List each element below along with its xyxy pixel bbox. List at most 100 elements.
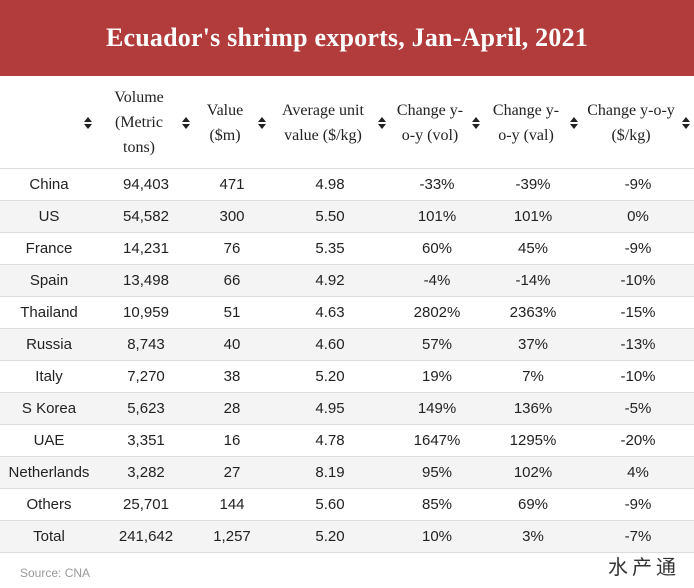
volume-cell: 94,403 (98, 168, 194, 201)
volume-cell: 25,701 (98, 488, 194, 521)
change-val-cell: 3% (484, 520, 582, 553)
country-cell: Italy (0, 360, 98, 393)
change-vol-cell: 19% (390, 360, 484, 393)
change-price-cell: -5% (582, 392, 694, 425)
sort-arrows-icon[interactable] (258, 116, 266, 129)
column-header-label: Average unit value ($/kg) (282, 101, 364, 144)
volume-cell: 3,282 (98, 456, 194, 489)
country-cell: Total (0, 520, 98, 553)
change-price-cell: -15% (582, 296, 694, 329)
change-vol-cell: 10% (390, 520, 484, 553)
country-cell: Spain (0, 264, 98, 297)
change-vol-cell: 95% (390, 456, 484, 489)
column-header-value[interactable]: Value ($m) (194, 78, 270, 169)
value-cell: 28 (194, 392, 270, 425)
source-note: Source: CNA (20, 566, 91, 580)
change-val-cell: -14% (484, 264, 582, 297)
column-header-label: Change y-o-y (vol) (396, 101, 464, 144)
unit-value-cell: 4.78 (270, 424, 390, 457)
volume-cell: 54,582 (98, 200, 194, 233)
volume-cell: 3,351 (98, 424, 194, 457)
change-val-cell: 101% (484, 200, 582, 233)
change-price-cell: -20% (582, 424, 694, 457)
country-cell: Others (0, 488, 98, 521)
value-cell: 27 (194, 456, 270, 489)
unit-value-cell: 4.92 (270, 264, 390, 297)
country-cell: Russia (0, 328, 98, 361)
table-row: Thailand 10,959 51 4.63 2802% 2363% -15% (0, 296, 694, 329)
change-vol-cell: 149% (390, 392, 484, 425)
change-val-cell: 7% (484, 360, 582, 393)
unit-value-cell: 5.60 (270, 488, 390, 521)
sort-arrows-icon[interactable] (472, 116, 480, 129)
change-vol-cell: 2802% (390, 296, 484, 329)
watermark-logo: 水产通 (608, 555, 680, 579)
sort-arrows-icon[interactable] (84, 116, 92, 129)
volume-cell: 8,743 (98, 328, 194, 361)
value-cell: 471 (194, 168, 270, 201)
total-row: Total 241,642 1,257 5.20 10% 3% -7% (0, 520, 694, 553)
table-row: S Korea 5,623 28 4.95 149% 136% -5% (0, 392, 694, 425)
change-vol-cell: -33% (390, 168, 484, 201)
change-price-cell: -9% (582, 232, 694, 265)
unit-value-cell: 5.50 (270, 200, 390, 233)
change-val-cell: -39% (484, 168, 582, 201)
unit-value-cell: 5.20 (270, 520, 390, 553)
change-val-cell: 2363% (484, 296, 582, 329)
table-row: France 14,231 76 5.35 60% 45% -9% (0, 232, 694, 265)
column-header-label: Value ($m) (206, 101, 244, 144)
unit-value-cell: 4.98 (270, 168, 390, 201)
change-vol-cell: 101% (390, 200, 484, 233)
value-cell: 300 (194, 200, 270, 233)
column-header-unit-value[interactable]: Average unit value ($/kg) (270, 78, 390, 169)
column-header-volume[interactable]: Volume (Metric tons) (98, 78, 194, 169)
change-val-cell: 37% (484, 328, 582, 361)
country-cell: US (0, 200, 98, 233)
unit-value-cell: 5.35 (270, 232, 390, 265)
change-val-cell: 45% (484, 232, 582, 265)
column-header-change-vol[interactable]: Change y-o-y (vol) (390, 78, 484, 169)
volume-cell: 13,498 (98, 264, 194, 297)
column-header-country[interactable] (0, 78, 98, 169)
change-price-cell: -7% (582, 520, 694, 553)
volume-cell: 241,642 (98, 520, 194, 553)
table-row: Italy 7,270 38 5.20 19% 7% -10% (0, 360, 694, 393)
sort-arrows-icon[interactable] (682, 116, 690, 129)
unit-value-cell: 8.19 (270, 456, 390, 489)
sort-arrows-icon[interactable] (570, 116, 578, 129)
change-price-cell: 4% (582, 456, 694, 489)
change-price-cell: -10% (582, 360, 694, 393)
unit-value-cell: 4.95 (270, 392, 390, 425)
unit-value-cell: 4.63 (270, 296, 390, 329)
country-cell: Thailand (0, 296, 98, 329)
sort-arrows-icon[interactable] (378, 116, 386, 129)
country-cell: S Korea (0, 392, 98, 425)
value-cell: 16 (194, 424, 270, 457)
table-row: UAE 3,351 16 4.78 1647% 1295% -20% (0, 424, 694, 457)
column-header-change-val[interactable]: Change y-o-y (val) (484, 78, 582, 169)
table-row: US 54,582 300 5.50 101% 101% 0% (0, 200, 694, 233)
sort-arrows-icon[interactable] (182, 116, 190, 129)
volume-cell: 5,623 (98, 392, 194, 425)
column-header-change-price[interactable]: Change y-o-y ($/kg) (582, 78, 694, 169)
country-cell: UAE (0, 424, 98, 457)
change-val-cell: 136% (484, 392, 582, 425)
table-row: Others 25,701 144 5.60 85% 69% -9% (0, 488, 694, 521)
change-price-cell: -10% (582, 264, 694, 297)
change-vol-cell: -4% (390, 264, 484, 297)
change-price-cell: -9% (582, 168, 694, 201)
volume-cell: 7,270 (98, 360, 194, 393)
column-header-label: Change y-o-y ($/kg) (587, 101, 675, 144)
change-val-cell: 69% (484, 488, 582, 521)
value-cell: 40 (194, 328, 270, 361)
value-cell: 76 (194, 232, 270, 265)
change-val-cell: 102% (484, 456, 582, 489)
change-vol-cell: 1647% (390, 424, 484, 457)
value-cell: 66 (194, 264, 270, 297)
country-cell: Netherlands (0, 456, 98, 489)
value-cell: 1,257 (194, 520, 270, 553)
header-row: Volume (Metric tons) Value ($m) Average … (0, 78, 694, 169)
change-price-cell: -9% (582, 488, 694, 521)
value-cell: 144 (194, 488, 270, 521)
column-header-label: Change y-o-y (val) (492, 101, 560, 144)
